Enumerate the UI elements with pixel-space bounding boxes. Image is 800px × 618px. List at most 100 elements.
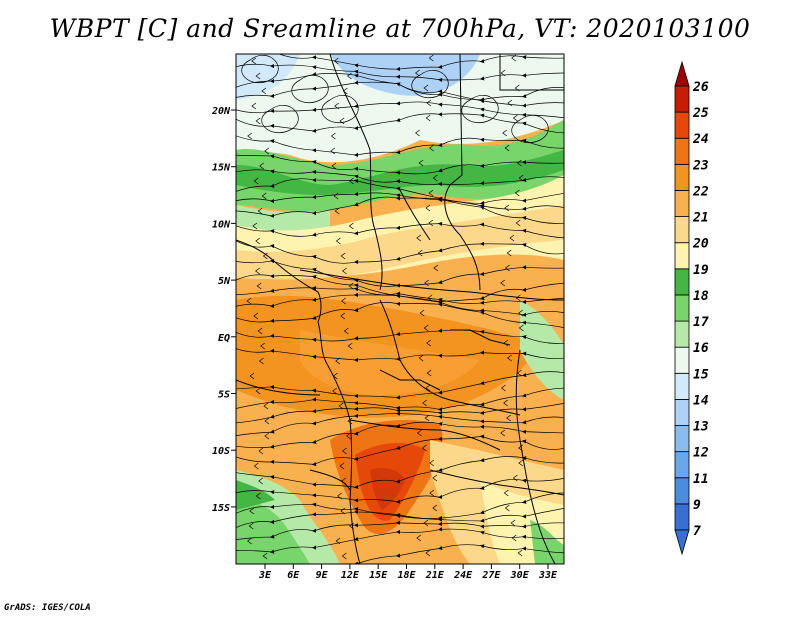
colorbar-label: 14	[693, 393, 709, 408]
colorbar-swatch	[674, 190, 690, 217]
streamline-arrow	[255, 267, 260, 275]
streamline	[236, 301, 564, 328]
streamline	[236, 112, 564, 134]
colorbar-swatch	[674, 294, 690, 322]
streamline-arrow	[425, 549, 431, 557]
colorbar-label: 19	[693, 263, 709, 278]
streamline-arrow	[257, 207, 263, 215]
colorbar-cap-bottom	[674, 529, 690, 556]
colorbar-label: 26	[692, 80, 709, 95]
streamline	[236, 348, 564, 363]
lon-label: 30E	[510, 570, 530, 581]
colorbar-label: 16	[693, 341, 709, 356]
lon-label: 33E	[538, 570, 558, 581]
colorbar-swatch	[674, 346, 690, 374]
streamline-arrow	[418, 354, 424, 362]
streamline-arrow	[418, 159, 424, 167]
streamline-arrow	[507, 354, 512, 362]
streamline-arrow	[255, 237, 261, 245]
streamline-arrow	[342, 447, 347, 455]
streamline	[236, 221, 564, 239]
streamline-arrow	[247, 537, 252, 545]
streamline-arrow	[426, 339, 431, 347]
credit-text: GrADS: IGES/COLA	[4, 603, 91, 613]
lon-label: 15E	[369, 570, 388, 581]
colorbar-swatch	[674, 451, 690, 479]
lon-label: 18E	[397, 570, 416, 581]
streamline-arrow	[342, 267, 347, 275]
streamline-arrow	[417, 249, 423, 257]
colorbar-swatch	[674, 111, 690, 139]
plot-frame	[235, 53, 565, 565]
streamline-arrow	[340, 507, 346, 515]
streamline-arrow	[256, 282, 262, 290]
streamline-arrow	[518, 459, 524, 467]
lat-label: 15S	[212, 503, 230, 514]
streamline-arrow	[511, 54, 516, 62]
streamline-arrow	[503, 399, 508, 407]
streamline-arrow	[423, 519, 429, 527]
streamline-arrow	[341, 552, 347, 560]
streamline-arrow	[429, 489, 435, 497]
streamline-arrow	[425, 384, 431, 392]
streamline-arrow	[255, 117, 261, 125]
streamline-arrow	[432, 474, 438, 482]
streamline-arrow	[503, 489, 509, 497]
streamline-arrow	[262, 252, 268, 260]
colorbar-swatch	[674, 268, 690, 296]
streamline-arrow	[511, 534, 517, 542]
streamline-arrow	[340, 252, 346, 260]
streamline-arrow	[258, 477, 263, 485]
streamline-arrow	[247, 132, 253, 140]
streamline-arrow	[246, 297, 252, 305]
streamline	[411, 69, 449, 99]
streamline-arrow	[337, 492, 342, 500]
streamline-arrow	[512, 474, 518, 482]
colorbar-label: 18	[693, 289, 709, 304]
streamline-arrow	[500, 384, 506, 392]
country-borders	[236, 54, 564, 564]
lat-label: 15N	[212, 163, 231, 174]
lat-label: 10S	[212, 446, 230, 457]
lat-label: 20N	[211, 106, 231, 117]
map-title: WBPT [C] and Sreamline at 700hPa, VT: 20…	[49, 14, 751, 43]
colorbar-swatch	[674, 137, 690, 165]
streamline-arrow	[333, 57, 339, 65]
streamline-arrow	[259, 162, 264, 170]
colorbar-label: 23	[692, 158, 709, 173]
streamline-arrow	[253, 462, 259, 470]
streamline-arrow	[253, 312, 259, 320]
streamline-arrow	[506, 249, 512, 257]
lon-label: 3E	[258, 570, 272, 581]
streamline-arrow	[422, 399, 427, 407]
streamline-arrow	[424, 414, 430, 422]
streamline	[461, 94, 499, 124]
colorbar-swatch	[674, 163, 690, 191]
colorbar-label: 7	[693, 524, 701, 539]
lon-label: 12E	[341, 570, 360, 581]
lon-label: 27E	[481, 570, 501, 581]
streamline-arrow	[252, 222, 258, 230]
streamline-arrow	[432, 504, 438, 512]
streamline-arrow	[429, 144, 434, 152]
colorbar-cap-top	[674, 60, 690, 87]
streamline-arrow	[347, 342, 353, 350]
streamline	[236, 196, 564, 224]
colorbar-label: 11	[693, 472, 709, 487]
streamline-arrow	[428, 54, 434, 62]
colorbar: 7 9 11 12 13 14 15 16 17 18 19 20 21 22 23 24 25 26	[674, 60, 709, 556]
streamline-arrow	[517, 549, 523, 557]
streamline-arrow	[335, 357, 341, 365]
lat-label: 5N	[218, 276, 231, 287]
colorbar-label: 25	[692, 106, 709, 121]
streamline	[236, 135, 564, 158]
colorbar-label: 21	[692, 211, 709, 226]
colorbar-swatch	[674, 503, 690, 531]
streamline-arrow	[264, 417, 270, 425]
lat-label: 5S	[218, 390, 230, 401]
streamline-arrow	[500, 279, 506, 287]
lat-label: EQ	[218, 333, 230, 344]
streamline-arrow	[335, 537, 341, 545]
colorbar-swatch	[674, 477, 690, 505]
